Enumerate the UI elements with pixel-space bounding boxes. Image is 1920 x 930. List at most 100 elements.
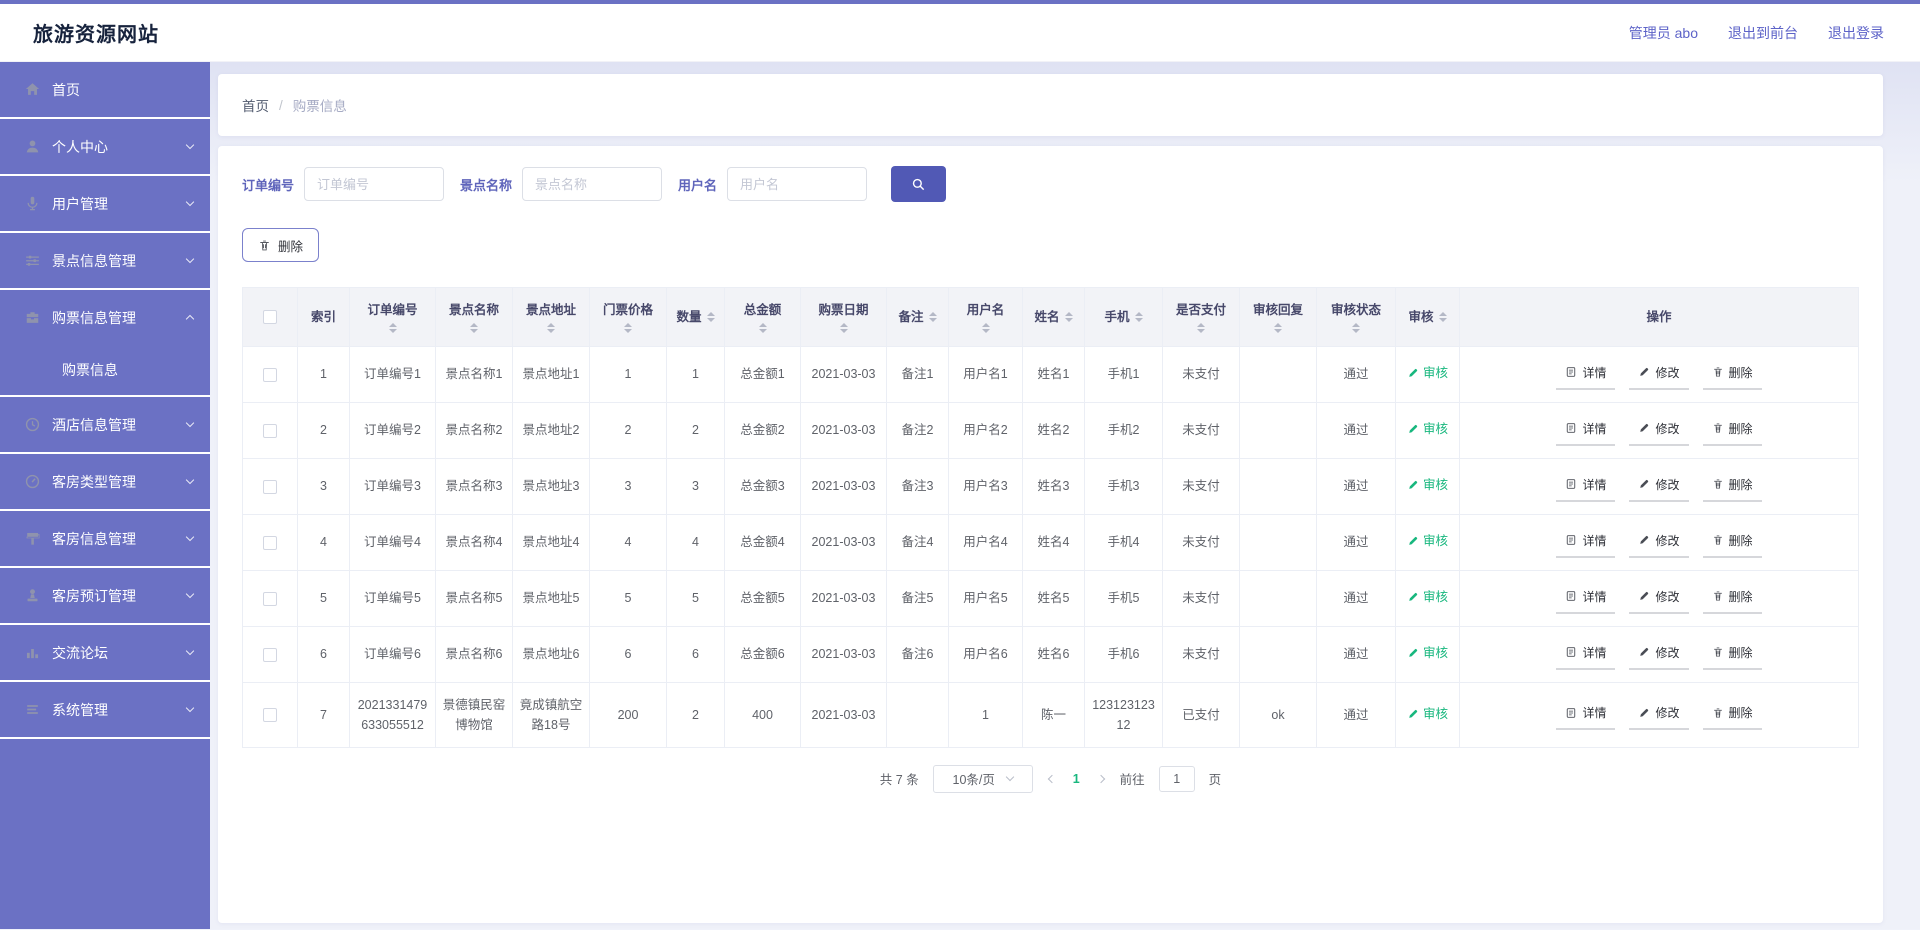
audit-link[interactable]: 审核 <box>1407 531 1448 551</box>
delete-row-button-label: 删除 <box>1728 477 1753 492</box>
search-button[interactable] <box>891 166 947 202</box>
audit-link[interactable]: 审核 <box>1407 643 1448 663</box>
sidebar-item-个人中心[interactable]: 个人中心 <box>0 119 210 174</box>
cell-备注: 备注1 <box>886 345 949 403</box>
detail-button[interactable]: 详情 <box>1556 359 1616 390</box>
sort-caret[interactable] <box>388 322 397 333</box>
sort-caret[interactable] <box>547 322 555 333</box>
delete-button[interactable]: 删除 <box>242 228 320 262</box>
sort-caret[interactable] <box>624 322 632 333</box>
sort-caret[interactable] <box>839 322 848 333</box>
sort-caret[interactable] <box>470 322 478 333</box>
delete-row-button[interactable]: 删除 <box>1702 415 1762 446</box>
sidebar-item-首页[interactable]: 首页 <box>0 62 210 117</box>
next-page-button[interactable] <box>1096 774 1106 783</box>
sidebar-item-系统管理[interactable]: 系统管理 <box>0 682 210 737</box>
edit-button[interactable]: 修改 <box>1629 639 1689 670</box>
sidebar-item-客房预订管理[interactable]: 客房预订管理 <box>0 568 210 623</box>
edit-button[interactable]: 修改 <box>1629 699 1689 731</box>
page-size-select[interactable]: 10条/页 <box>932 764 1033 793</box>
chevron-down-icon <box>185 475 195 485</box>
sort-caret[interactable] <box>706 311 715 322</box>
delete-row-button[interactable]: 删除 <box>1702 583 1762 614</box>
detail-button[interactable]: 详情 <box>1556 639 1616 670</box>
goto-page-input[interactable] <box>1158 765 1195 792</box>
sort-caret[interactable] <box>758 322 767 333</box>
user-icon <box>24 138 41 155</box>
table-wrap: 索引 订单编号 景点名称 景点地址 门票价格 数量 总金额 购票日期 备注 用户名 姓名 手机 是否支付… <box>242 287 1859 748</box>
sort-caret[interactable] <box>1438 311 1447 322</box>
cell-景点地址: 景点地址1 <box>512 345 590 403</box>
logout-link[interactable]: 退出登录 <box>1828 24 1884 41</box>
edit-button[interactable]: 修改 <box>1629 471 1689 502</box>
search-input-username[interactable] <box>727 167 868 201</box>
audit-link[interactable]: 审核 <box>1407 475 1448 495</box>
detail-button[interactable]: 详情 <box>1556 415 1616 446</box>
sidebar-item-客房类型管理[interactable]: 客房类型管理 <box>0 454 210 509</box>
column-header-wrap: 操作 <box>1464 308 1854 327</box>
pagination: 共 7 条 10条/页 1 前往 页 <box>242 748 1859 807</box>
row-checkbox[interactable] <box>263 647 277 662</box>
delete-row-button[interactable]: 删除 <box>1702 699 1762 731</box>
pencil-icon <box>1638 478 1650 490</box>
select-all-checkbox[interactable] <box>263 310 277 325</box>
sidebar-item-景点信息管理[interactable]: 景点信息管理 <box>0 233 210 288</box>
page-size-value: 10条/页 <box>952 773 995 788</box>
cell-备注: 备注2 <box>886 401 949 459</box>
sort-caret[interactable] <box>928 311 937 322</box>
sort-caret[interactable] <box>1197 322 1205 333</box>
search-input-spot-name[interactable] <box>522 167 663 201</box>
sort-caret[interactable] <box>1274 322 1282 333</box>
cell-总金额: 总金额3 <box>724 457 801 515</box>
column-label: 总金额 <box>743 303 782 317</box>
edit-button[interactable]: 修改 <box>1629 583 1689 614</box>
audit-link[interactable]: 审核 <box>1407 419 1448 439</box>
prev-page-button[interactable] <box>1047 774 1057 783</box>
delete-button-label: 删除 <box>278 239 304 254</box>
row-checkbox[interactable] <box>263 479 277 494</box>
current-page[interactable]: 1 <box>1072 771 1080 786</box>
row-checkbox[interactable] <box>263 423 277 438</box>
audit-link[interactable]: 审核 <box>1407 704 1448 724</box>
sidebar-item-客房信息管理[interactable]: 客房信息管理 <box>0 511 210 566</box>
delete-row-button[interactable]: 删除 <box>1702 639 1762 670</box>
detail-button[interactable]: 详情 <box>1556 583 1616 614</box>
cell-订单编号: 订单编号1 <box>349 345 436 403</box>
sort-caret[interactable] <box>1064 311 1073 322</box>
column-header-门票价格: 门票价格 <box>589 287 667 347</box>
cell-数量: 5 <box>666 569 725 627</box>
pencil-icon <box>1638 534 1650 546</box>
detail-button[interactable]: 详情 <box>1556 471 1616 502</box>
sort-caret[interactable] <box>1134 311 1143 322</box>
back-to-front-link[interactable]: 退出到前台 <box>1728 24 1798 41</box>
row-checkbox[interactable] <box>263 535 277 550</box>
row-checkbox[interactable] <box>263 591 277 606</box>
pencil-icon <box>1638 707 1650 719</box>
audit-link[interactable]: 审核 <box>1407 363 1448 383</box>
actions-cell: 详情 修改 删除 <box>1459 681 1859 748</box>
sidebar-item-酒店信息管理[interactable]: 酒店信息管理 <box>0 397 210 452</box>
row-checkbox[interactable] <box>263 708 277 723</box>
search-input-order-no[interactable] <box>304 167 445 201</box>
delete-row-button[interactable]: 删除 <box>1702 471 1762 502</box>
edit-button[interactable]: 修改 <box>1629 527 1689 558</box>
sidebar-item-交流论坛[interactable]: 交流论坛 <box>0 625 210 680</box>
detail-button[interactable]: 详情 <box>1556 699 1616 731</box>
cell-用户名: 用户名3 <box>948 457 1023 515</box>
breadcrumb-item-首页[interactable]: 首页 <box>242 99 269 114</box>
sort-caret[interactable] <box>1352 322 1360 333</box>
delete-row-button[interactable]: 删除 <box>1702 527 1762 558</box>
sidebar-subitem-购票信息[interactable]: 购票信息 <box>0 345 210 395</box>
column-label: 备注 <box>898 309 924 324</box>
edit-button[interactable]: 修改 <box>1629 415 1689 446</box>
audit-link[interactable]: 审核 <box>1407 587 1448 607</box>
detail-button[interactable]: 详情 <box>1556 527 1616 558</box>
breadcrumb-item-购票信息: 购票信息 <box>292 99 347 114</box>
edit-button[interactable]: 修改 <box>1629 359 1689 390</box>
row-checkbox[interactable] <box>263 367 277 382</box>
column-header-wrap: 手机 <box>1089 308 1158 327</box>
sidebar-item-购票信息管理[interactable]: 购票信息管理 <box>0 290 210 345</box>
delete-row-button[interactable]: 删除 <box>1702 359 1762 390</box>
sort-caret[interactable] <box>981 322 990 333</box>
sidebar-item-用户管理[interactable]: 用户管理 <box>0 176 210 231</box>
